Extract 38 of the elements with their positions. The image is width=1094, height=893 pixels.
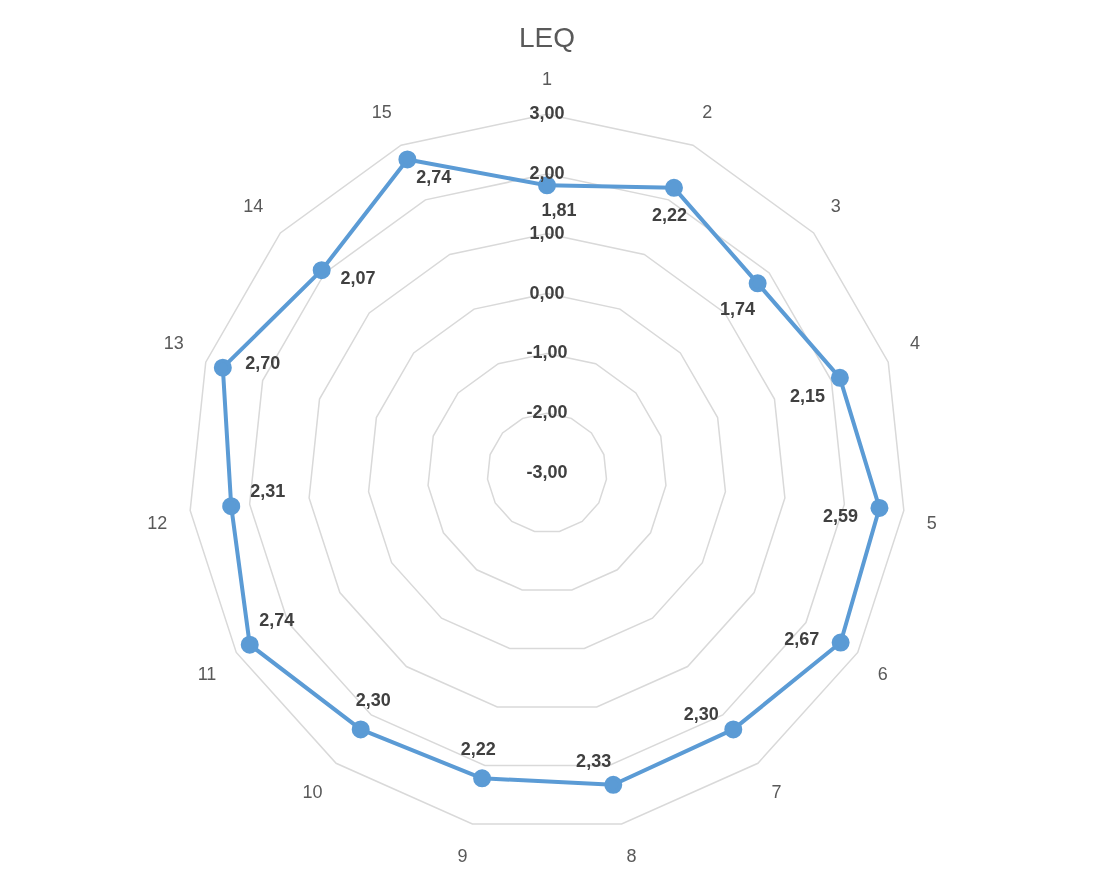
data-label: 2,22 bbox=[651, 205, 687, 226]
spoke-label: 12 bbox=[147, 512, 168, 533]
spoke-label: 2 bbox=[702, 102, 713, 123]
y-tick-label: 1,00 bbox=[529, 222, 565, 243]
spoke-label: 15 bbox=[371, 102, 392, 123]
chart-title: LEQ bbox=[518, 21, 576, 53]
spoke-label: 14 bbox=[243, 195, 264, 216]
spoke-label: 6 bbox=[877, 663, 888, 684]
spoke-label: 11 bbox=[197, 663, 217, 684]
y-tick-label: 2,00 bbox=[529, 162, 565, 183]
y-tick-label: -2,00 bbox=[526, 402, 568, 423]
data-label: 2,70 bbox=[245, 353, 281, 374]
spoke-label: 8 bbox=[626, 846, 637, 867]
data-label: 1,81 bbox=[541, 200, 577, 221]
data-label: 2,15 bbox=[789, 386, 825, 407]
spoke-label: 9 bbox=[457, 846, 468, 867]
data-label: 1,74 bbox=[719, 298, 755, 319]
data-label: 2,31 bbox=[250, 480, 286, 501]
y-tick-label: 0,00 bbox=[529, 282, 565, 303]
data-label: 2,67 bbox=[784, 628, 820, 649]
data-label: 2,30 bbox=[683, 704, 719, 725]
spoke-label: 10 bbox=[302, 781, 323, 802]
spoke-label: 7 bbox=[771, 781, 782, 802]
spoke-label: 3 bbox=[830, 195, 841, 216]
spoke-label: 5 bbox=[926, 512, 937, 533]
data-label: 2,30 bbox=[355, 690, 391, 711]
y-tick-label: -1,00 bbox=[526, 342, 568, 363]
spoke-label: 4 bbox=[910, 333, 921, 354]
data-label: 2,74 bbox=[416, 167, 452, 188]
data-label: 2,07 bbox=[340, 267, 376, 288]
data-label: 2,74 bbox=[259, 610, 295, 631]
y-tick-label: -3,00 bbox=[526, 461, 568, 482]
y-tick-label: 3,00 bbox=[529, 103, 565, 124]
data-label: 2,33 bbox=[576, 750, 612, 771]
data-label: 2,59 bbox=[822, 506, 858, 527]
spoke-label: 13 bbox=[163, 333, 184, 354]
spoke-label: 1 bbox=[541, 69, 553, 90]
data-label: 2,22 bbox=[460, 739, 496, 760]
